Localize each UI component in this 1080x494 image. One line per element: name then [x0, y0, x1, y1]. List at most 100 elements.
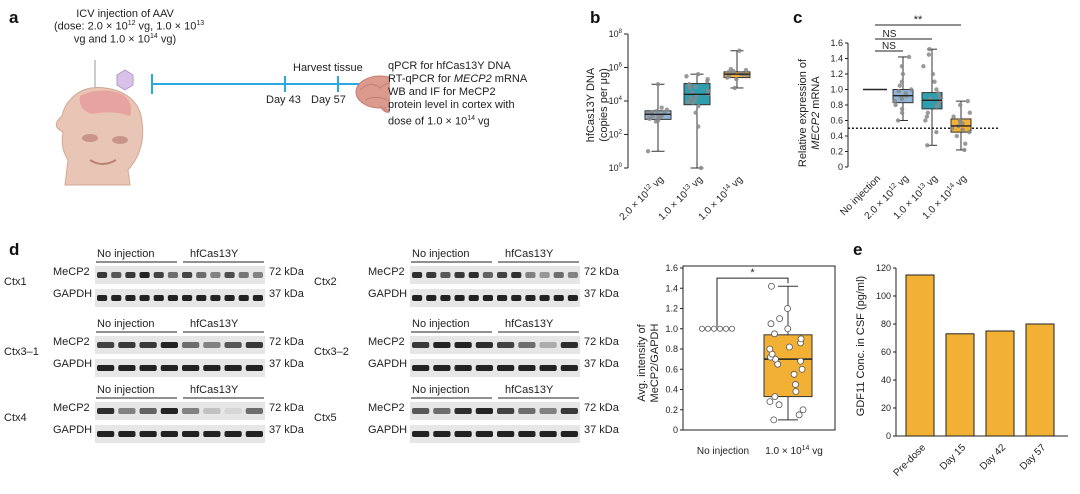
blot-gapdh-label-1: GAPDH [368, 288, 408, 300]
blot-gapdh-band-5-2 [454, 431, 472, 437]
harvest-label: Harvest tissue [293, 62, 363, 74]
blot-mecp2-band-3-3 [475, 342, 493, 348]
blot-gapdh-band-2-1 [118, 365, 136, 371]
b-point-1-18 [695, 71, 701, 77]
blot-mecp2-band-4-3 [160, 408, 178, 414]
blot-gapdh-band-3-1 [433, 365, 451, 371]
blot-mecp2-band-1-1 [426, 272, 437, 278]
d-point-treated-1 [795, 411, 803, 419]
c-sig-top-label: ** [914, 15, 923, 26]
blot-gapdh-band-2-4 [182, 365, 200, 371]
blot-kda37-label-0: 37 kDa [269, 288, 304, 300]
blot-gapdh-band-0-1 [111, 295, 122, 301]
c-point-3-1 [963, 141, 968, 146]
assay-protein: protein level in cortex with [388, 99, 515, 111]
c-ytick-label-0: 0 [838, 162, 843, 172]
c-point-3-8 [951, 114, 956, 119]
blot-mecp2-label-2: MeCP2 [53, 336, 90, 348]
blot-mecp2-band-4-0 [97, 408, 115, 414]
c-ytick-label-2: 0.4 [830, 131, 843, 141]
c-point-3-11 [965, 98, 970, 104]
assay2-post: mRNA [491, 73, 528, 85]
c-point-1-13 [899, 110, 905, 115]
b-point-0-9 [653, 119, 659, 124]
b-point-2-7 [743, 67, 749, 73]
c-point-2-7 [937, 95, 942, 100]
injection-line2: (dose: 2.0 × 10 [54, 20, 128, 33]
injection-text: ICV injection of AAV (dose: 2.0 × 1012 v… [54, 8, 204, 45]
blot-gapdh-bg-0 [95, 289, 265, 307]
blot-mecp2-band-0-6 [182, 272, 193, 278]
d-point-treated-6 [792, 388, 800, 395]
blot-mecp2-label-0: MeCP2 [53, 266, 90, 278]
blot-mecp2-band-5-7 [560, 408, 578, 414]
blot-gapdh-band-5-0 [412, 431, 430, 437]
blot-mecp2-band-3-7 [560, 342, 578, 348]
blot-gapdh-band-1-6 [497, 295, 508, 301]
c-ytick-label-7: 1.4 [830, 54, 843, 64]
blot-image-1 [410, 261, 580, 307]
blot-gapdh-band-0-11 [252, 295, 263, 301]
blot-gapdh-band-1-0 [412, 295, 423, 301]
blot-gapdh-band-1-5 [482, 295, 493, 301]
c-point-1-9 [899, 79, 905, 84]
b-point-2-8 [734, 77, 739, 82]
c-point-2-10 [932, 79, 937, 84]
blot-gapdh-band-1-10 [553, 295, 564, 301]
blot-gapdh-bg-4 [95, 425, 265, 443]
b-point-2-9 [728, 66, 734, 72]
c-point-1-8 [897, 83, 903, 88]
e-ytick-label-2: 40 [881, 375, 891, 385]
blot-gapdh-band-0-2 [125, 295, 136, 301]
brain-icon [355, 75, 390, 113]
blot-gapdh-band-3-4 [497, 365, 515, 371]
blot-cortex-label-3: Ctx3–2 [314, 346, 349, 358]
injection-line2-sup: 12 [127, 20, 136, 27]
blot-mecp2-band-0-7 [196, 272, 207, 278]
c-point-1-14 [899, 96, 905, 102]
blot-gapdh-band-0-7 [196, 295, 207, 301]
b-point-1-11 [695, 124, 701, 129]
b-point-0-13 [645, 149, 651, 154]
blot-gapdh-band-5-4 [497, 431, 515, 437]
c-point-2-2 [923, 118, 928, 123]
b-ytick-label-2: 104 [609, 96, 623, 106]
blot-gapdh-label-5: GAPDH [368, 424, 408, 436]
injection-line2b-sup: 13 [196, 20, 205, 27]
b-ytick-label-3: 106 [609, 63, 623, 73]
d-point-treated-8 [790, 370, 798, 378]
panel-label-b: b [590, 8, 601, 27]
panel-label-a: a [9, 8, 19, 27]
c-point-1-2 [893, 102, 898, 108]
blot-gapdh-band-0-0 [97, 295, 108, 301]
blot-gapdh-band-4-6 [224, 431, 242, 437]
blot-gapdh-band-1-1 [426, 295, 437, 301]
b-ytick-label-0: 100 [609, 163, 623, 173]
blot-mecp2-band-0-9 [224, 272, 235, 278]
d-ytick-label-7: 1.4 [665, 283, 678, 293]
blot-mecp2-band-5-3 [475, 408, 493, 414]
blot-mecp2-band-2-2 [139, 342, 157, 348]
assay-list: qPCR for hfCas13Y DNA RT-qPCR for MECP2 … [388, 60, 527, 129]
blot-gapdh-label-3: GAPDH [368, 358, 408, 370]
blot-image-0 [95, 261, 265, 307]
blot-image-5 [410, 397, 580, 443]
b-point-1-6 [685, 99, 691, 104]
blot-mecp2-band-5-5 [518, 408, 536, 414]
e-xtick-label-0: Pre-dose [892, 442, 929, 479]
blot-gapdh-bg-1 [410, 289, 580, 307]
blot-mecp2-band-1-4 [468, 272, 479, 278]
d-point-treated-16 [786, 343, 793, 351]
blot-kda72-label-4: 72 kDa [269, 402, 304, 414]
d-point-treated-7 [792, 381, 799, 388]
blot-mecp2-label-1: MeCP2 [368, 266, 405, 278]
blot-gapdh-band-4-2 [139, 431, 157, 437]
e-xtick-label-3: Day 57 [1018, 442, 1048, 472]
d-ytick-label-8: 1.6 [665, 263, 678, 273]
d-plot-frame [682, 265, 836, 431]
injection-line3-sup: 14 [150, 32, 158, 40]
blot-mecp2-band-2-3 [160, 342, 178, 348]
b-point-1-3 [684, 74, 689, 79]
blot-mecp2-band-5-1 [433, 408, 451, 414]
injection-line2b: vg, 1.0 × 10 [135, 20, 197, 33]
